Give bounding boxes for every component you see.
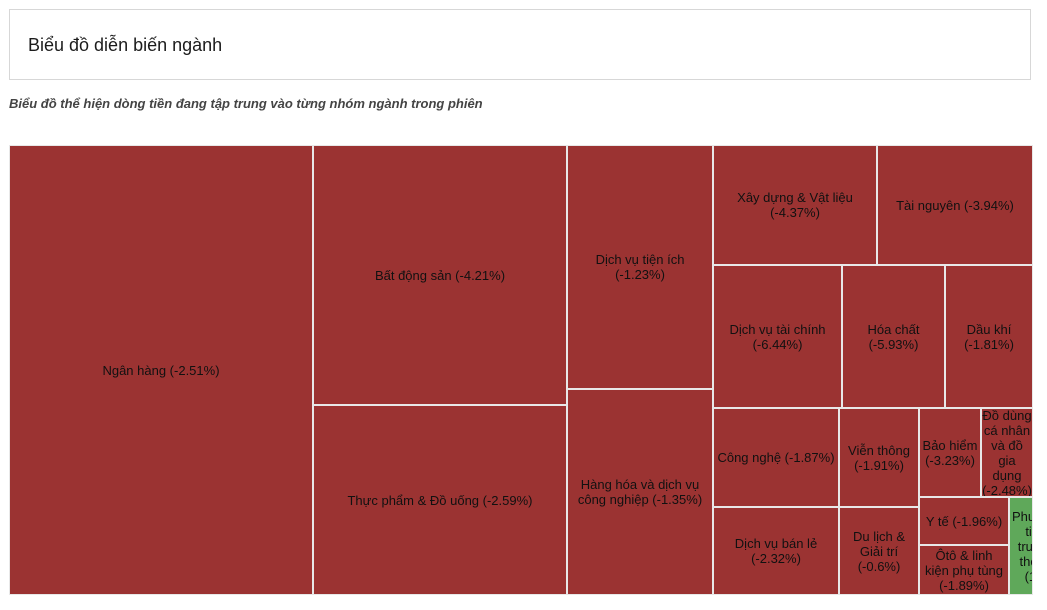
treemap-tile-label: Công nghệ (-1.87%) xyxy=(717,450,835,465)
treemap-tile[interactable]: Bất động sản (-4.21%) xyxy=(313,145,567,405)
treemap-tile-label: Dịch vụ tiện ích (-1.23%) xyxy=(595,252,685,282)
treemap-tile-label: Phương tiện truyền thông (1.7 xyxy=(1012,508,1033,584)
treemap-tile[interactable]: Y tế (-1.96%) xyxy=(919,497,1009,545)
treemap-tile-label: Xây dựng & Vật liệu (-4.37%) xyxy=(737,190,853,220)
chart-subtitle: Biểu đồ thể hiện dòng tiền đang tập trun… xyxy=(9,96,483,111)
treemap-tile-label: Tài nguyên (-3.94%) xyxy=(896,197,1014,213)
treemap-tile-label: Ngân hàng (-2.51%) xyxy=(102,362,220,378)
treemap-tile-label: Hàng hóa và dịch vụ công nghiệp (-1.35%) xyxy=(577,477,703,507)
treemap-tile-label: Y tế (-1.96%) xyxy=(925,513,1003,529)
treemap-tile-label: Đồ dùng cá nhân và đồ gia dụng (-2.48%) xyxy=(982,408,1032,497)
treemap-tile[interactable]: Bảo hiểm (-3.23%) xyxy=(919,408,981,497)
treemap-tile[interactable]: Thực phẩm & Đồ uống (-2.59%) xyxy=(313,405,567,595)
treemap-tile[interactable]: Dịch vụ tài chính (-6.44%) xyxy=(713,265,842,408)
treemap-tile[interactable]: Du lịch & Giải trí (-0.6%) xyxy=(839,507,919,595)
treemap-tile-label: Ôtô & linh kiện phụ tùng (-1.89%) xyxy=(924,547,1004,593)
treemap-tile[interactable]: Tài nguyên (-3.94%) xyxy=(877,145,1033,265)
treemap-tile-label: Thực phẩm & Đồ uống (-2.59%) xyxy=(347,492,533,508)
chart-title: Biểu đồ diễn biến ngành xyxy=(28,35,223,55)
treemap-tile[interactable]: Dầu khí (-1.81%) xyxy=(945,265,1033,408)
treemap-tile[interactable]: Hàng hóa và dịch vụ công nghiệp (-1.35%) xyxy=(567,389,713,595)
treemap-tile-label: Dầu khí (-1.81%) xyxy=(964,321,1014,352)
treemap-tile[interactable]: Dịch vụ bán lẻ (-2.32%) xyxy=(713,507,839,595)
treemap-tile-label: Bất động sản (-4.21%) xyxy=(374,267,506,283)
treemap-tile-label: Dịch vụ tài chính (-6.44%) xyxy=(729,321,826,352)
treemap-tile[interactable]: Phương tiện truyền thông (1.7 xyxy=(1009,497,1033,595)
treemap-tile-label: Du lịch & Giải trí (-0.6%) xyxy=(852,528,906,574)
treemap-tile[interactable]: Hóa chất (-5.93%) xyxy=(842,265,945,408)
treemap-tile[interactable]: Ngân hàng (-2.51%) xyxy=(9,145,313,595)
treemap-tile-label: Dịch vụ bán lẻ (-2.32%) xyxy=(734,536,818,566)
treemap-tile-label: Hóa chất (-5.93%) xyxy=(867,321,920,352)
sector-treemap: Ngân hàng (-2.51%) Bất động sản (-4.21%) T… xyxy=(9,145,1033,595)
chart-title-box: Biểu đồ diễn biến ngành xyxy=(9,9,1031,80)
treemap-tile-label: Viễn thông (-1.91%) xyxy=(848,442,910,473)
treemap-tile-label: Bảo hiểm (-3.23%) xyxy=(922,437,978,468)
treemap-tile[interactable]: Dịch vụ tiện ích (-1.23%) xyxy=(567,145,713,389)
treemap-tile[interactable]: Đồ dùng cá nhân và đồ gia dụng (-2.48%) xyxy=(981,408,1033,497)
treemap-tile[interactable]: Ôtô & linh kiện phụ tùng (-1.89%) xyxy=(919,545,1009,595)
treemap-tile[interactable]: Viễn thông (-1.91%) xyxy=(839,408,919,507)
treemap-tile[interactable]: Xây dựng & Vật liệu (-4.37%) xyxy=(713,145,877,265)
treemap-tile[interactable]: Công nghệ (-1.87%) xyxy=(713,408,839,507)
